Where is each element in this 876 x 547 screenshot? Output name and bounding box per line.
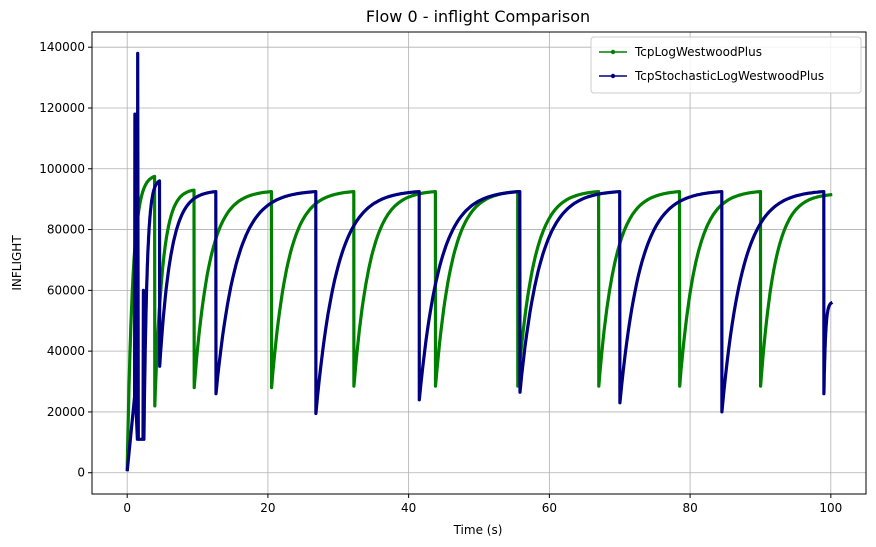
legend-marker [610, 49, 616, 55]
x-tick-label: 60 [542, 501, 557, 515]
plot-frame [91, 31, 867, 495]
legend-label: TcpLogWestwoodPlus [634, 45, 762, 59]
legend: TcpLogWestwoodPlus TcpStochasticLogWestwo… [590, 36, 862, 94]
x-tick-label: 20 [260, 501, 275, 515]
plot-area [125, 51, 834, 472]
y-tick-label: 40000 [47, 344, 85, 358]
y-axis-label: INFLIGHT [10, 235, 24, 291]
y-tick-label: 20000 [47, 405, 85, 419]
legend-marker [610, 73, 616, 79]
legend-label: TcpStochasticLogWestwoodPlus [634, 69, 824, 83]
y-tick-label: 0 [77, 466, 85, 480]
x-axis-ticks: 0 20 40 60 80 100 [123, 494, 842, 515]
series-line-core-2 [126, 53, 833, 472]
y-tick-label: 100000 [39, 162, 85, 176]
x-axis-label: Time (s) [453, 523, 503, 537]
y-tick-label: 120000 [39, 101, 85, 115]
x-tick-label: 80 [682, 501, 697, 515]
x-tick-label: 0 [123, 501, 131, 515]
y-tick-label: 140000 [39, 40, 85, 54]
y-tick-label: 60000 [47, 283, 85, 297]
x-tick-label: 100 [819, 501, 842, 515]
legend-box [590, 36, 862, 94]
chart-title: Flow 0 - inflight Comparison [366, 7, 590, 26]
x-tick-label: 40 [401, 501, 416, 515]
y-axis-ticks: 0 20000 40000 60000 80000 100000 120000 140000 [39, 40, 92, 480]
y-tick-label: 80000 [47, 223, 85, 237]
